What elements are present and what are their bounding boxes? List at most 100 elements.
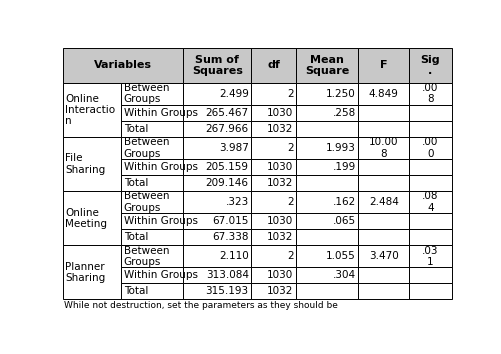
Text: 2: 2	[286, 143, 293, 153]
Text: 205.159: 205.159	[205, 162, 248, 172]
Bar	[296, 137, 358, 159]
Bar	[183, 267, 251, 283]
Text: Variables: Variables	[94, 61, 152, 70]
Bar	[121, 83, 183, 105]
Bar	[408, 159, 451, 175]
Text: .00
0: .00 0	[421, 137, 438, 159]
Bar	[408, 83, 451, 105]
Bar	[251, 105, 296, 121]
Text: 1032: 1032	[267, 286, 293, 296]
Text: F: F	[379, 61, 387, 70]
Bar	[121, 245, 183, 267]
Text: Total: Total	[124, 286, 148, 296]
Text: While not destruction, set the parameters as they should be: While not destruction, set the parameter…	[64, 301, 337, 310]
Text: 3.470: 3.470	[368, 251, 398, 261]
Text: 67.338: 67.338	[212, 232, 248, 242]
Bar	[408, 245, 451, 267]
Text: .199: .199	[332, 162, 355, 172]
Text: 2.499: 2.499	[218, 89, 248, 99]
Bar	[358, 175, 408, 191]
Bar	[408, 175, 451, 191]
Text: File
Sharing: File Sharing	[65, 153, 106, 175]
Bar	[408, 121, 451, 137]
Bar	[183, 121, 251, 137]
Bar	[296, 83, 358, 105]
Text: Total: Total	[124, 124, 148, 134]
Text: 3.987: 3.987	[218, 143, 248, 153]
Text: 67.015: 67.015	[212, 216, 248, 226]
Bar	[296, 175, 358, 191]
Text: Total: Total	[124, 178, 148, 188]
Text: 1030: 1030	[267, 108, 293, 118]
Text: 2.484: 2.484	[368, 197, 398, 207]
Bar	[183, 83, 251, 105]
Bar	[296, 267, 358, 283]
Text: 1032: 1032	[267, 232, 293, 242]
Text: .08
4: .08 4	[421, 192, 438, 213]
Bar	[251, 121, 296, 137]
Text: Between
Groups: Between Groups	[124, 192, 169, 213]
Bar	[358, 245, 408, 267]
Bar	[63, 48, 183, 83]
Bar	[408, 213, 451, 229]
Bar	[358, 267, 408, 283]
Bar	[183, 105, 251, 121]
Bar	[183, 137, 251, 159]
Bar	[358, 283, 408, 299]
Bar	[251, 159, 296, 175]
Bar	[183, 48, 251, 83]
Text: 265.467: 265.467	[205, 108, 248, 118]
Bar	[183, 229, 251, 245]
Bar	[183, 213, 251, 229]
Bar	[121, 191, 183, 213]
Text: 2: 2	[286, 89, 293, 99]
Bar	[296, 191, 358, 213]
Bar	[358, 105, 408, 121]
Bar	[183, 159, 251, 175]
Text: .258: .258	[332, 108, 355, 118]
Bar	[121, 283, 183, 299]
Text: .03
1: .03 1	[421, 246, 438, 267]
Bar	[251, 83, 296, 105]
Bar	[63, 191, 121, 245]
Bar	[183, 245, 251, 267]
Bar	[408, 48, 451, 83]
Text: 2.110: 2.110	[218, 251, 248, 261]
Text: Mean
Square: Mean Square	[305, 55, 349, 76]
Text: 1.250: 1.250	[325, 89, 355, 99]
Text: Within Groups: Within Groups	[124, 270, 197, 280]
Text: 1030: 1030	[267, 162, 293, 172]
Bar	[408, 105, 451, 121]
Text: Within Groups: Within Groups	[124, 162, 197, 172]
Text: 1032: 1032	[267, 178, 293, 188]
Bar	[408, 283, 451, 299]
Text: 315.193: 315.193	[205, 286, 248, 296]
Text: 2: 2	[286, 197, 293, 207]
Text: .00
8: .00 8	[421, 83, 438, 104]
Bar	[358, 191, 408, 213]
Bar	[121, 213, 183, 229]
Text: 4.849: 4.849	[368, 89, 398, 99]
Text: Between
Groups: Between Groups	[124, 137, 169, 159]
Text: Online
Meeting: Online Meeting	[65, 207, 107, 229]
Bar	[296, 121, 358, 137]
Bar	[251, 191, 296, 213]
Bar	[296, 159, 358, 175]
Bar	[358, 159, 408, 175]
Bar	[183, 175, 251, 191]
Bar	[408, 137, 451, 159]
Bar	[63, 137, 121, 191]
Bar	[358, 229, 408, 245]
Text: Planner
Sharing: Planner Sharing	[65, 262, 106, 283]
Bar	[121, 267, 183, 283]
Text: 1.055: 1.055	[325, 251, 355, 261]
Bar	[251, 283, 296, 299]
Bar	[251, 229, 296, 245]
Bar	[251, 213, 296, 229]
Text: Online
Interactio
n: Online Interactio n	[65, 94, 115, 126]
Bar	[63, 245, 121, 299]
Bar	[408, 229, 451, 245]
Bar	[296, 283, 358, 299]
Bar	[121, 121, 183, 137]
Text: 1.993: 1.993	[325, 143, 355, 153]
